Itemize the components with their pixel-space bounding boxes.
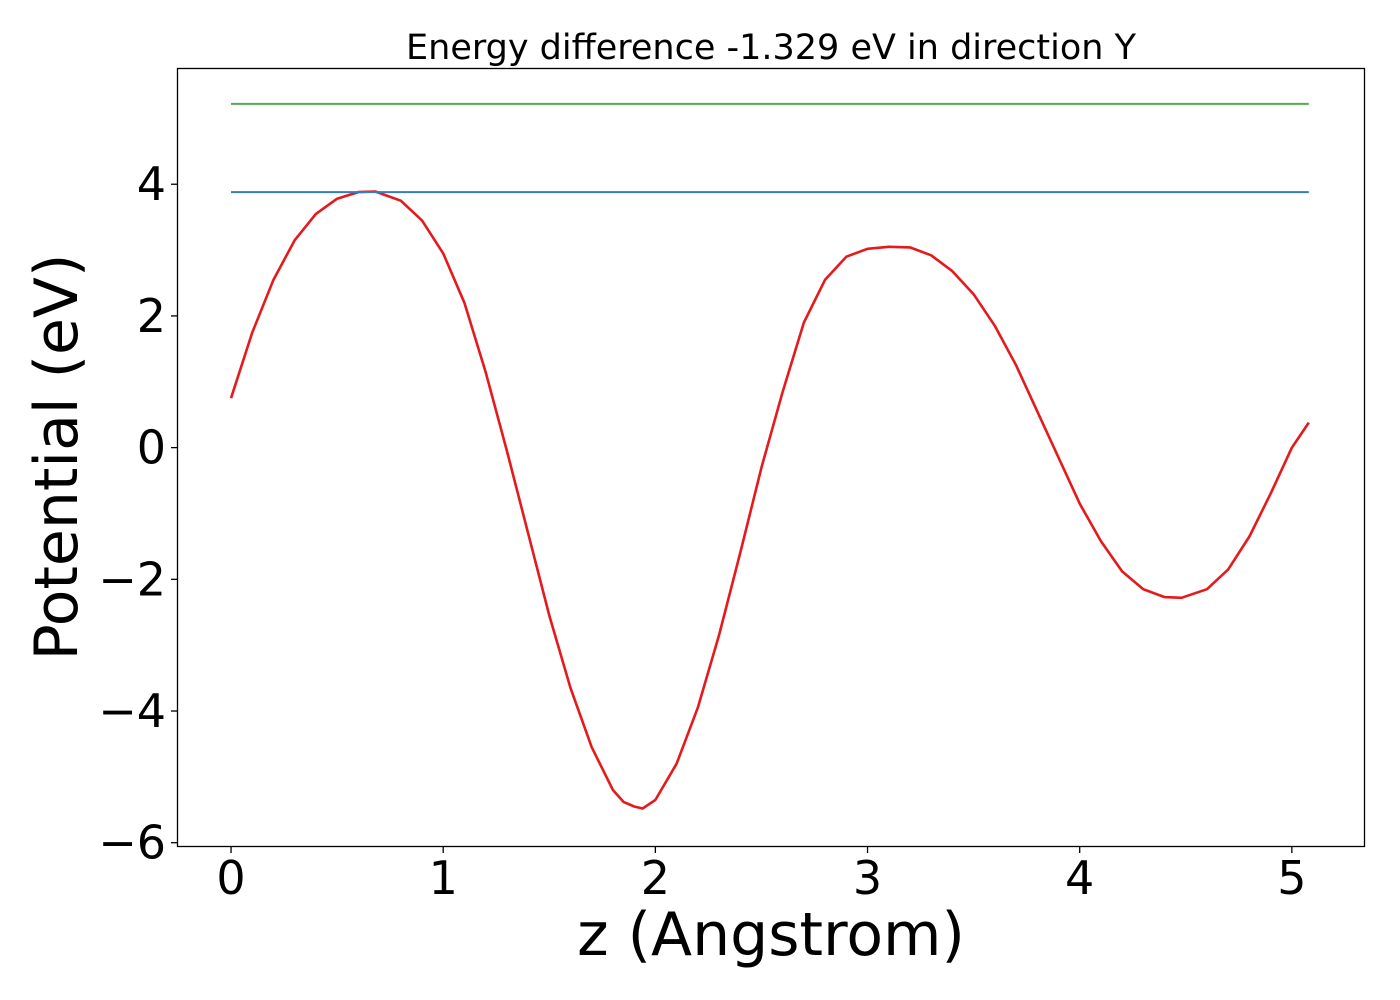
x-tick-label: 2 (641, 851, 670, 905)
y-tick-label: −2 (98, 552, 166, 606)
y-tick-label: 0 (137, 421, 166, 475)
x-tick-label: 3 (853, 851, 882, 905)
y-tick-label: −4 (98, 684, 166, 738)
x-tick-label: 4 (1065, 851, 1094, 905)
x-tick-label: 0 (216, 851, 245, 905)
series-line-0 (229, 190, 1310, 810)
chart-title: Energy difference -1.329 eV in direction… (406, 28, 1137, 68)
y-tick-label: 4 (137, 157, 166, 211)
y-tick-label: 2 (137, 289, 166, 343)
plot-area-frame (176, 67, 1366, 848)
x-axis-label: z (Angstrom) (577, 900, 965, 970)
x-tick-label: 5 (1277, 851, 1306, 905)
series-layer (229, 102, 1310, 810)
x-axis-ticks: 0 1 2 3 4 5 (216, 846, 1307, 905)
y-axis-ticks: −6 −4 −2 0 2 4 (98, 157, 178, 870)
x-tick-label: 1 (429, 851, 458, 905)
y-tick-label: −6 (98, 816, 166, 870)
y-axis-label: Potential (eV) (22, 254, 92, 661)
